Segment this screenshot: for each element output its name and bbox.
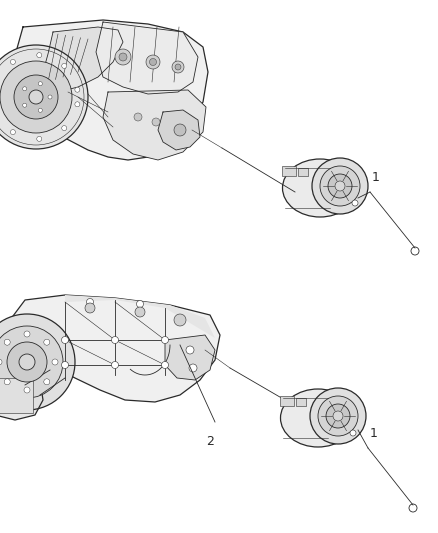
Text: 1: 1	[370, 427, 378, 440]
Circle shape	[75, 87, 80, 92]
Circle shape	[24, 387, 30, 393]
Polygon shape	[13, 20, 208, 160]
Bar	[282, 166, 296, 176]
Circle shape	[14, 75, 58, 119]
Circle shape	[174, 124, 186, 136]
Circle shape	[350, 430, 356, 436]
Circle shape	[320, 166, 360, 206]
Polygon shape	[43, 27, 123, 92]
Circle shape	[318, 396, 358, 436]
Circle shape	[29, 90, 43, 104]
Circle shape	[333, 411, 343, 421]
Circle shape	[310, 388, 366, 444]
Polygon shape	[158, 110, 200, 150]
Circle shape	[23, 103, 27, 107]
Circle shape	[23, 87, 27, 91]
Circle shape	[146, 55, 160, 69]
Text: 2: 2	[206, 435, 214, 448]
Circle shape	[135, 307, 145, 317]
Circle shape	[172, 61, 184, 73]
Circle shape	[39, 82, 42, 86]
Circle shape	[37, 53, 42, 58]
Circle shape	[62, 126, 67, 131]
Circle shape	[39, 108, 42, 112]
Circle shape	[19, 354, 35, 370]
Ellipse shape	[283, 159, 357, 217]
Circle shape	[4, 339, 10, 345]
Circle shape	[24, 331, 30, 337]
Circle shape	[52, 359, 58, 365]
Circle shape	[189, 364, 197, 372]
Bar	[280, 396, 294, 406]
Circle shape	[11, 59, 15, 64]
Circle shape	[44, 379, 50, 385]
Bar	[296, 398, 306, 406]
Circle shape	[112, 336, 119, 343]
Polygon shape	[96, 22, 198, 94]
Circle shape	[0, 45, 88, 149]
Circle shape	[75, 102, 80, 107]
Circle shape	[335, 181, 345, 191]
Polygon shape	[0, 370, 43, 420]
Circle shape	[44, 339, 50, 345]
Circle shape	[352, 200, 358, 206]
Circle shape	[7, 342, 47, 382]
Polygon shape	[10, 295, 220, 402]
Ellipse shape	[280, 389, 356, 447]
Circle shape	[149, 59, 156, 66]
Circle shape	[175, 64, 181, 70]
Circle shape	[137, 301, 144, 308]
Circle shape	[62, 63, 67, 68]
Circle shape	[162, 336, 169, 343]
Circle shape	[61, 361, 68, 368]
Circle shape	[115, 49, 131, 65]
Text: 1: 1	[372, 171, 380, 184]
Circle shape	[312, 158, 368, 214]
Circle shape	[152, 118, 160, 126]
Circle shape	[328, 174, 352, 198]
Circle shape	[112, 361, 119, 368]
Circle shape	[0, 61, 72, 133]
Circle shape	[85, 303, 95, 313]
Polygon shape	[165, 335, 215, 380]
Circle shape	[37, 136, 42, 141]
Circle shape	[119, 53, 127, 61]
Bar	[298, 168, 308, 176]
Circle shape	[11, 130, 15, 135]
Polygon shape	[103, 90, 206, 160]
Circle shape	[61, 336, 68, 343]
Circle shape	[0, 314, 75, 410]
Circle shape	[162, 361, 169, 368]
Circle shape	[0, 326, 63, 398]
Circle shape	[4, 379, 10, 385]
Circle shape	[326, 404, 350, 428]
Circle shape	[134, 113, 142, 121]
Circle shape	[186, 346, 194, 354]
Circle shape	[174, 314, 186, 326]
Bar	[0, 378, 33, 413]
Circle shape	[86, 298, 93, 305]
Circle shape	[48, 95, 52, 99]
Circle shape	[0, 359, 2, 365]
Polygon shape	[65, 295, 215, 338]
